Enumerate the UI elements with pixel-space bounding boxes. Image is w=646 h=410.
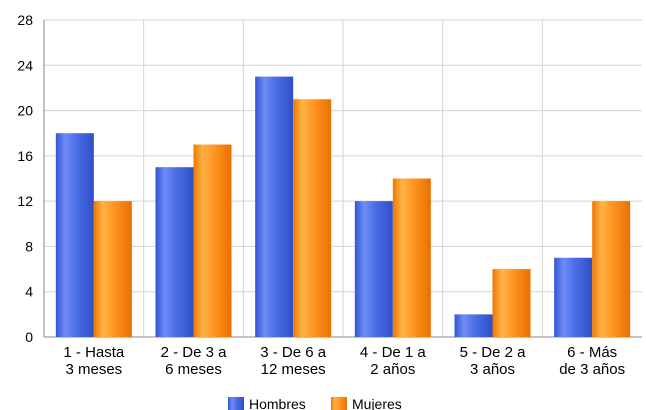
bar-hombres	[554, 257, 593, 337]
bar-hombres	[354, 201, 393, 337]
y-tick-label: 8	[25, 238, 33, 254]
legend-swatch-hombres	[228, 397, 244, 410]
grid-lines	[44, 19, 642, 337]
axes	[43, 20, 642, 338]
y-tick-label: 4	[25, 284, 33, 300]
y-tick-label: 20	[17, 103, 33, 119]
x-category-label: 6 - Más de 3 años	[559, 344, 625, 378]
bar-hombres	[155, 167, 194, 337]
legend-label-hombres: Hombres	[249, 396, 306, 410]
x-category-label: 3 - De 6 a 12 meses	[260, 344, 327, 378]
bar-hombres	[454, 314, 493, 337]
y-tick-labels: 0 4 8 12 16 20 24 28	[17, 12, 33, 345]
bar-mujeres	[193, 144, 232, 337]
y-tick-label: 28	[17, 12, 33, 28]
x-category-label: 1 - Hasta 3 meses	[63, 344, 125, 378]
y-tick-label: 16	[17, 148, 33, 164]
bar-mujeres	[392, 178, 431, 337]
bar-mujeres	[293, 99, 332, 337]
bar-mujeres	[592, 201, 631, 337]
y-tick-label: 12	[17, 193, 33, 209]
bar-mujeres	[492, 269, 531, 337]
legend: Hombres Mujeres	[228, 396, 402, 410]
legend-label-mujeres: Mujeres	[352, 396, 402, 410]
bar-hombres	[55, 133, 94, 337]
legend-swatch-mujeres	[331, 397, 347, 410]
bar-hombres	[255, 76, 294, 337]
y-tick-label: 0	[25, 329, 33, 345]
bar-mujeres	[93, 201, 132, 337]
bars	[55, 76, 631, 337]
y-tick-label: 24	[17, 57, 33, 73]
